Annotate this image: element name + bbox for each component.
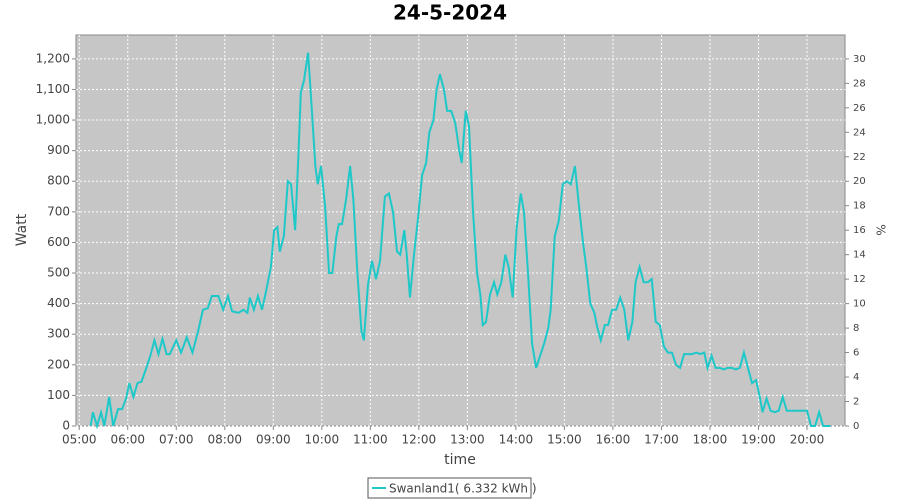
x-tick-label: 11:00 <box>353 433 388 447</box>
x-tick-label: 20:00 <box>790 433 825 447</box>
x-tick-label: 07:00 <box>159 433 194 447</box>
x-axis-label: time <box>444 452 476 468</box>
y-tick-label: 900 <box>47 143 70 157</box>
y2-tick-label: 10 <box>853 299 866 310</box>
y-tick-label: 600 <box>47 235 70 249</box>
y2-tick-label: 0 <box>853 421 859 432</box>
y-tick-label: 1,100 <box>36 82 70 96</box>
plot-area <box>75 34 846 427</box>
y-tick-label: 1,200 <box>36 51 70 65</box>
y2-tick-label: 22 <box>853 152 866 163</box>
y2-tick-label: 2 <box>853 397 859 408</box>
x-tick-label: 16:00 <box>596 433 631 447</box>
x-tick-label: 17:00 <box>644 433 679 447</box>
x-tick-label: 09:00 <box>256 433 291 447</box>
x-tick-label: 13:00 <box>450 433 485 447</box>
chart-title: 24-5-2024 <box>393 1 507 25</box>
y2-tick-label: 30 <box>853 54 866 65</box>
y-axis-label: Watt <box>14 213 30 246</box>
x-tick-label: 05:00 <box>62 433 97 447</box>
y-tick-label: 1,000 <box>36 113 70 127</box>
y-tick-label: 700 <box>47 204 70 218</box>
legend <box>367 477 532 499</box>
x-tick-label: 18:00 <box>693 433 728 447</box>
x-tick-label: 10:00 <box>305 433 340 447</box>
y2-tick-label: 26 <box>853 103 866 114</box>
y2-tick-label: 4 <box>853 372 859 383</box>
x-tick-label: 12:00 <box>402 433 437 447</box>
x-tick-label: 06:00 <box>110 433 145 447</box>
y2-tick-label: 14 <box>853 250 866 261</box>
y2-axis-label: % <box>874 224 888 235</box>
y-tick-label: 200 <box>47 357 70 371</box>
y-tick-label: 300 <box>47 327 70 341</box>
y-tick-label: 0 <box>62 419 70 433</box>
x-tick-label: 15:00 <box>547 433 582 447</box>
y2-tick-label: 28 <box>853 78 866 89</box>
y2-tick-label: 6 <box>853 348 859 359</box>
y-tick-label: 800 <box>47 174 70 188</box>
y2-tick-label: 20 <box>853 176 866 187</box>
y-tick-label: 500 <box>47 266 70 280</box>
y2-tick-label: 16 <box>853 225 866 236</box>
legend-label: Swanland1( 6.332 kWh ) <box>389 482 537 496</box>
y2-tick-label: 8 <box>853 323 859 334</box>
y-tick-label: 400 <box>47 296 70 310</box>
x-tick-label: 14:00 <box>499 433 534 447</box>
x-tick-label: 19:00 <box>741 433 776 447</box>
line-series <box>89 52 831 430</box>
y2-tick-label: 12 <box>853 274 866 285</box>
y-tick-label: 100 <box>47 388 70 402</box>
y2-tick-label: 18 <box>853 201 866 212</box>
x-tick-label: 08:00 <box>207 433 242 447</box>
y2-tick-label: 24 <box>853 127 866 138</box>
